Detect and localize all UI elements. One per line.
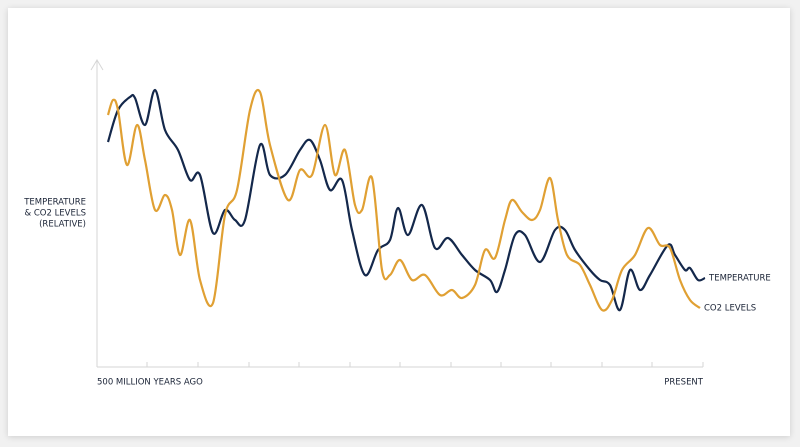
x-tick-marks (146, 362, 704, 367)
y-label: (RELATIVE) (39, 220, 86, 230)
series-line (106, 88, 706, 312)
y-label: TEMPERATURE (23, 198, 86, 208)
y-axis-arrow (90, 59, 104, 71)
series-label: TEMPERATURE (708, 274, 771, 284)
card (8, 8, 790, 436)
series-label: CO2 LEVELS (704, 304, 756, 314)
series-line (106, 88, 701, 312)
y-label: & CO2 LEVELS (25, 209, 87, 219)
x-start-label: 500 MILLION YEARS AGO (97, 378, 203, 388)
axes (90, 59, 704, 368)
x-end-label: PRESENT (664, 378, 704, 388)
